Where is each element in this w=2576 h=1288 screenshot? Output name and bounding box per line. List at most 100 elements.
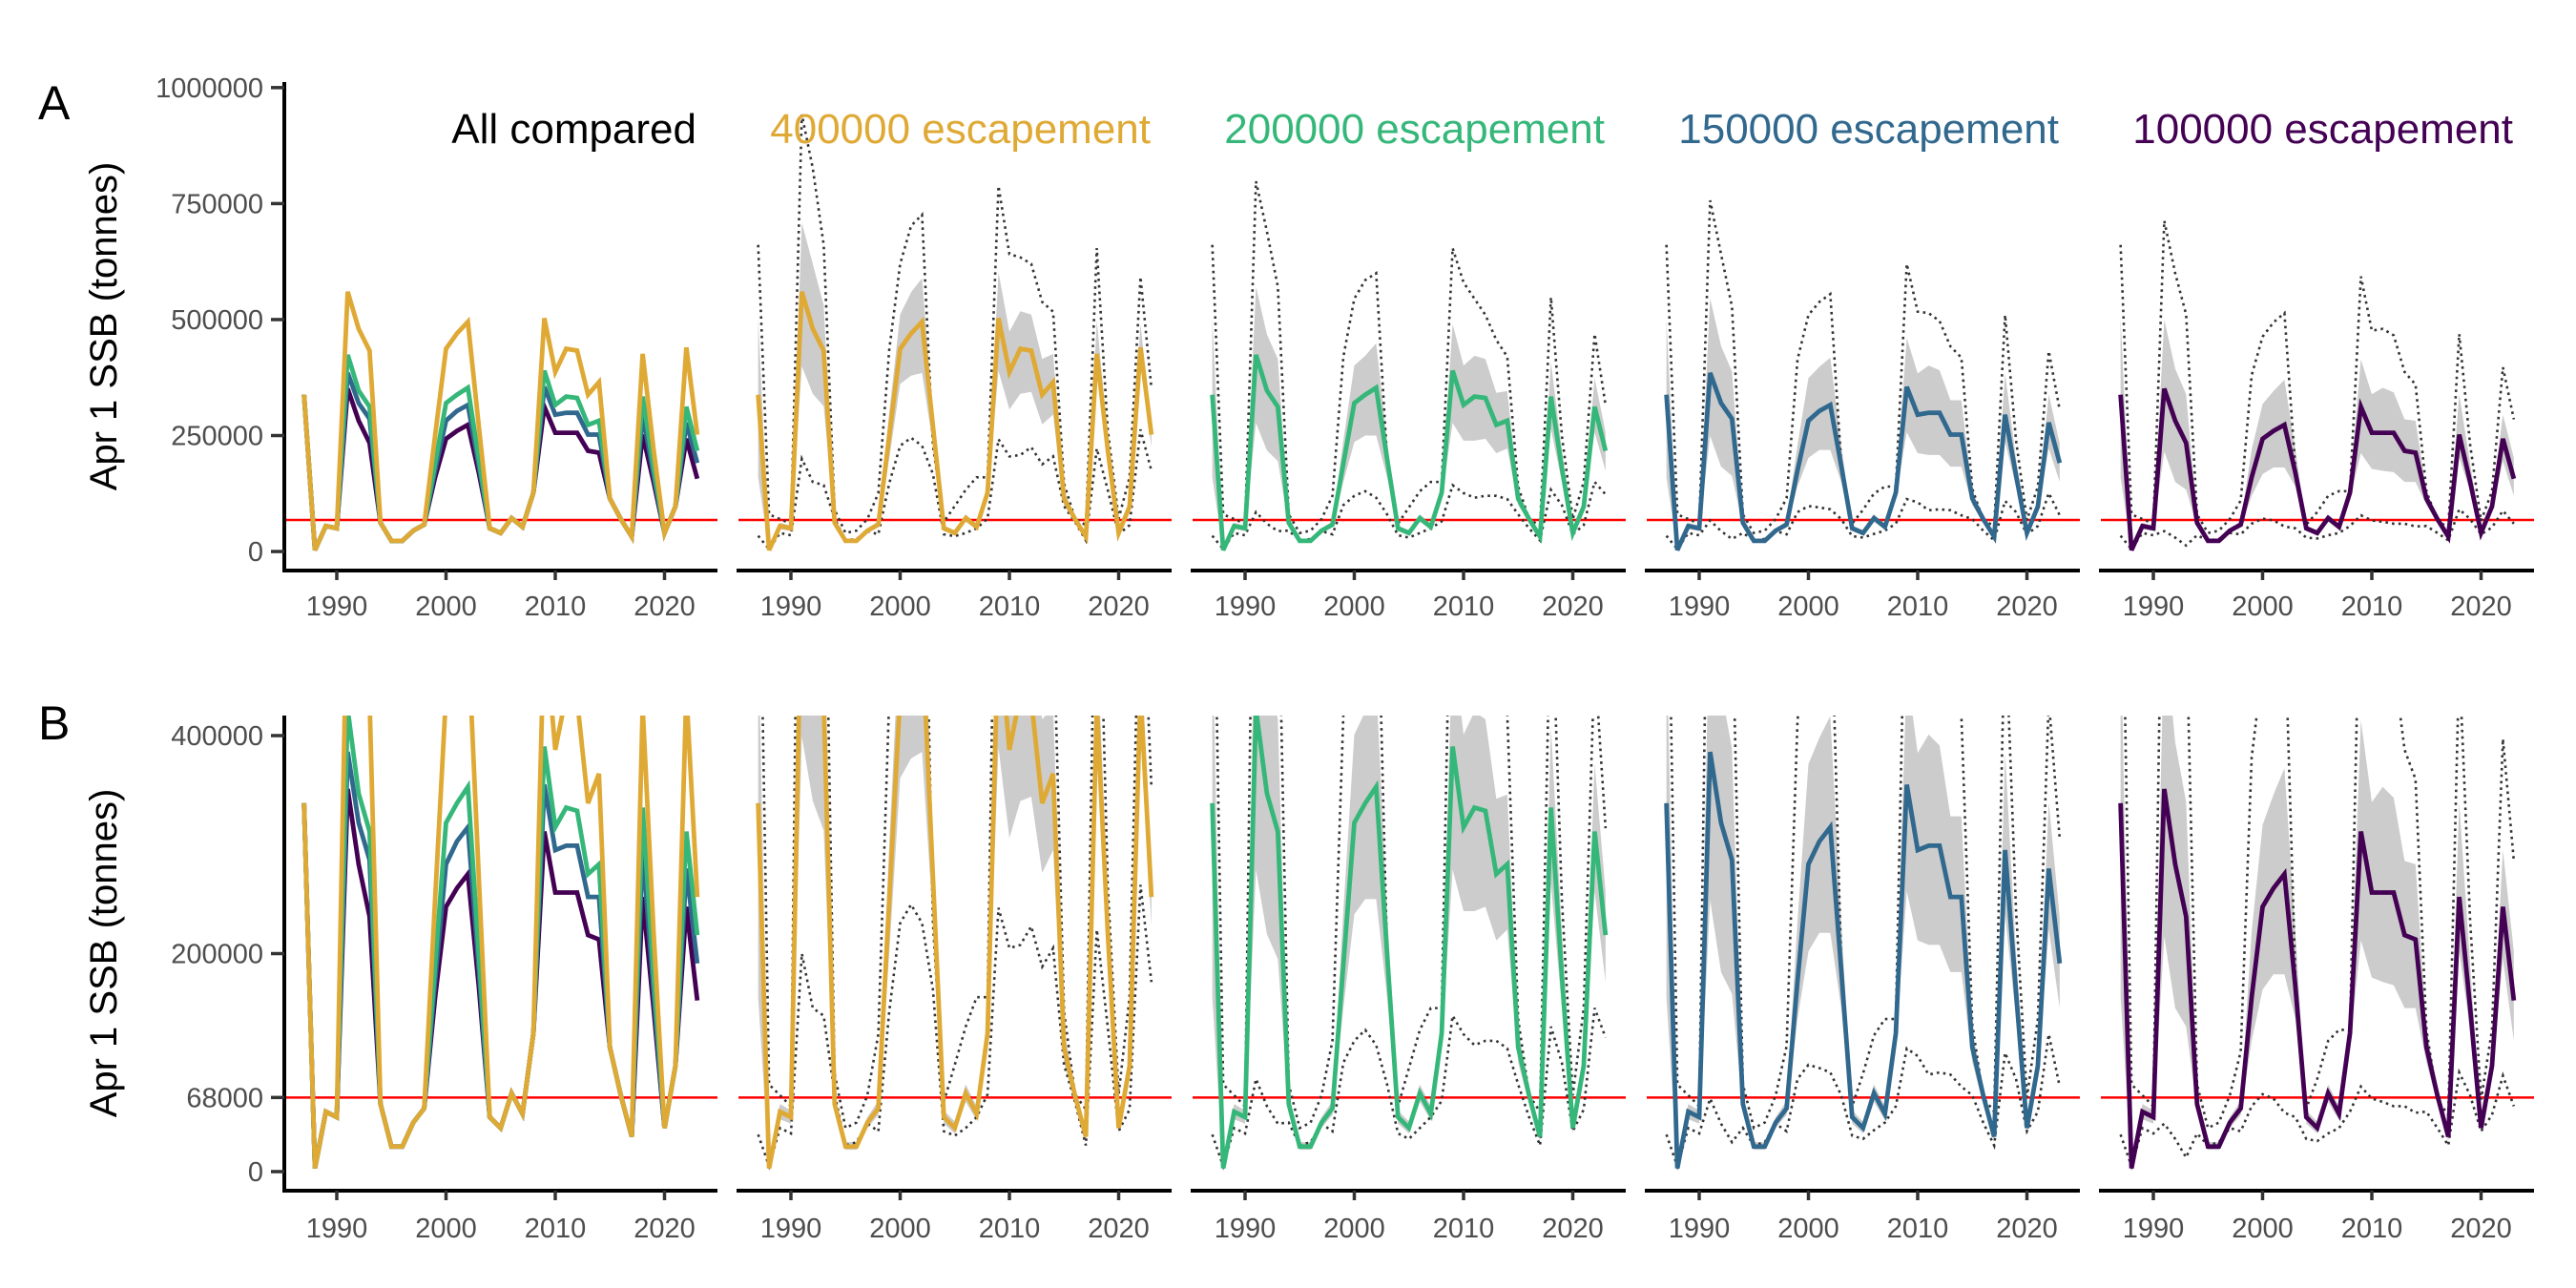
y-tick-label: 200000 <box>171 940 263 970</box>
median-line-100000 <box>2118 788 2517 1170</box>
x-tick-label: 2010 <box>1887 592 1949 622</box>
facet-3: 1990 2000 2010 2020 150000 escapement <box>1645 106 2080 622</box>
x-tick-label: 2020 <box>1996 592 2058 622</box>
facet-title: 400000 escapement <box>770 106 1151 153</box>
x-tick-label: 1990 <box>1215 1214 1277 1244</box>
panel-letter: A <box>38 76 71 130</box>
plot-area <box>284 291 717 551</box>
median-line-200000 <box>1210 716 1609 1170</box>
x-tick-label: 2020 <box>1542 592 1604 622</box>
ribbon-band <box>1212 716 1606 1171</box>
x-tick-label: 2000 <box>415 1214 477 1244</box>
x-tick-label: 2020 <box>634 1214 696 1244</box>
plot-area <box>738 114 1172 551</box>
facet-2: 1990 2000 2010 2020 <box>1191 716 1626 1244</box>
plot-area <box>2101 716 2534 1171</box>
x-tick-label: 2000 <box>869 592 931 622</box>
x-tick-label: 2000 <box>1323 592 1385 622</box>
x-tick-label: 2010 <box>979 592 1041 622</box>
x-tick-label: 2010 <box>1887 1214 1949 1244</box>
y-tick-label: 68000 <box>186 1083 263 1113</box>
panel-letter: B <box>38 696 70 750</box>
x-tick-label: 2020 <box>1088 1214 1150 1244</box>
dotted-low-line <box>1211 1008 1608 1171</box>
facet-1: 1990 2000 2010 2020 <box>737 716 1172 1244</box>
median-line-200000 <box>1210 354 1609 551</box>
facet-title: 150000 escapement <box>1678 106 2059 153</box>
x-tick-label: 2010 <box>979 1214 1041 1244</box>
facet-title: 200000 escapement <box>1224 106 1605 153</box>
x-tick-label: 2000 <box>1323 1214 1385 1244</box>
facet-2: 1990 2000 2010 2020 200000 escapement <box>1191 106 1626 622</box>
y-tick-label: 0 <box>248 537 263 568</box>
facet-4: 1990 2000 2010 2020 <box>2099 716 2534 1244</box>
facet-0: 1990 2000 2010 2020 0 250000 500000 750000 10000… <box>156 73 717 622</box>
y-tick-label: 500000 <box>171 305 263 336</box>
x-tick-label: 2010 <box>525 1214 587 1244</box>
facet-title: All compared <box>451 106 696 153</box>
ribbon-band <box>758 222 1152 551</box>
x-tick-label: 2000 <box>1777 1214 1839 1244</box>
plot-area <box>738 716 1172 1171</box>
y-tick-label: 0 <box>248 1157 263 1188</box>
median-line-150000 <box>1664 751 2063 1170</box>
facet-0: 1990 2000 2010 2020 0 68000 200000 400000 <box>171 716 717 1244</box>
dotted-low-line <box>1665 1033 2062 1171</box>
ribbon-band <box>2120 716 2514 1171</box>
x-tick-label: 1990 <box>2123 592 2185 622</box>
plot-area <box>1193 180 1626 551</box>
y-axis-title: Apr 1 SSB (tonnes) <box>83 162 125 491</box>
y-tick-label: 1000000 <box>156 73 263 104</box>
x-tick-label: 2010 <box>2341 1214 2403 1244</box>
ribbon-band <box>1666 716 2060 1171</box>
plot-area <box>1647 199 2080 551</box>
median-line-400000 <box>301 291 700 551</box>
y-axis-title: Apr 1 SSB (tonnes) <box>83 789 125 1118</box>
median-line-400000 <box>301 716 700 1170</box>
plot-area <box>1193 716 1626 1171</box>
x-tick-label: 2010 <box>2341 592 2403 622</box>
x-tick-label: 1990 <box>1669 1214 1731 1244</box>
x-tick-label: 2000 <box>2232 1214 2294 1244</box>
x-tick-label: 1990 <box>306 1214 368 1244</box>
x-tick-label: 2010 <box>525 592 587 622</box>
x-tick-label: 1990 <box>1215 592 1277 622</box>
median-line-400000 <box>756 291 1154 551</box>
x-tick-label: 1990 <box>760 1214 822 1244</box>
plot-area <box>284 716 717 1170</box>
dotted-low-line <box>757 884 1153 1171</box>
panel-a: A Apr 1 SSB (tonnes) 1990 2000 2010 2020 0 2500… <box>38 73 2534 622</box>
facet-title: 100000 escapement <box>2132 106 2513 153</box>
y-tick-label: 400000 <box>171 721 263 752</box>
x-tick-label: 2020 <box>2450 1214 2512 1244</box>
ribbon-band <box>1212 286 1606 551</box>
x-tick-label: 2010 <box>1433 592 1495 622</box>
x-tick-label: 2020 <box>2450 592 2512 622</box>
dotted-low-line <box>1211 479 1607 551</box>
facet-1: 1990 2000 2010 2020 400000 escapement <box>737 106 1172 622</box>
ribbon-band <box>758 716 1152 1171</box>
x-tick-label: 2000 <box>415 592 477 622</box>
plot-area <box>1647 716 2080 1171</box>
x-tick-label: 2020 <box>1996 1214 2058 1244</box>
x-tick-label: 2000 <box>2232 592 2294 622</box>
x-tick-label: 1990 <box>306 592 368 622</box>
x-tick-label: 2010 <box>1433 1214 1495 1244</box>
x-tick-label: 1990 <box>760 592 822 622</box>
median-line-100000 <box>2118 387 2517 551</box>
x-tick-label: 2020 <box>1088 592 1150 622</box>
x-tick-label: 2020 <box>1542 1214 1604 1244</box>
x-tick-label: 1990 <box>1669 592 1731 622</box>
y-tick-label: 750000 <box>171 189 263 219</box>
x-tick-label: 2000 <box>1777 592 1839 622</box>
dotted-low-line <box>2119 1068 2516 1171</box>
x-tick-label: 2020 <box>634 592 696 622</box>
median-line-150000 <box>1664 372 2063 551</box>
panel-b: B Apr 1 SSB (tonnes) 1990 2000 2010 2020 0 6800… <box>38 696 2534 1244</box>
dotted-low-line <box>2119 507 2515 551</box>
x-tick-label: 1990 <box>2123 1214 2185 1244</box>
plot-area <box>2101 220 2534 551</box>
y-tick-label: 250000 <box>171 422 263 452</box>
facet-4: 1990 2000 2010 2020 100000 escapement <box>2099 106 2534 622</box>
